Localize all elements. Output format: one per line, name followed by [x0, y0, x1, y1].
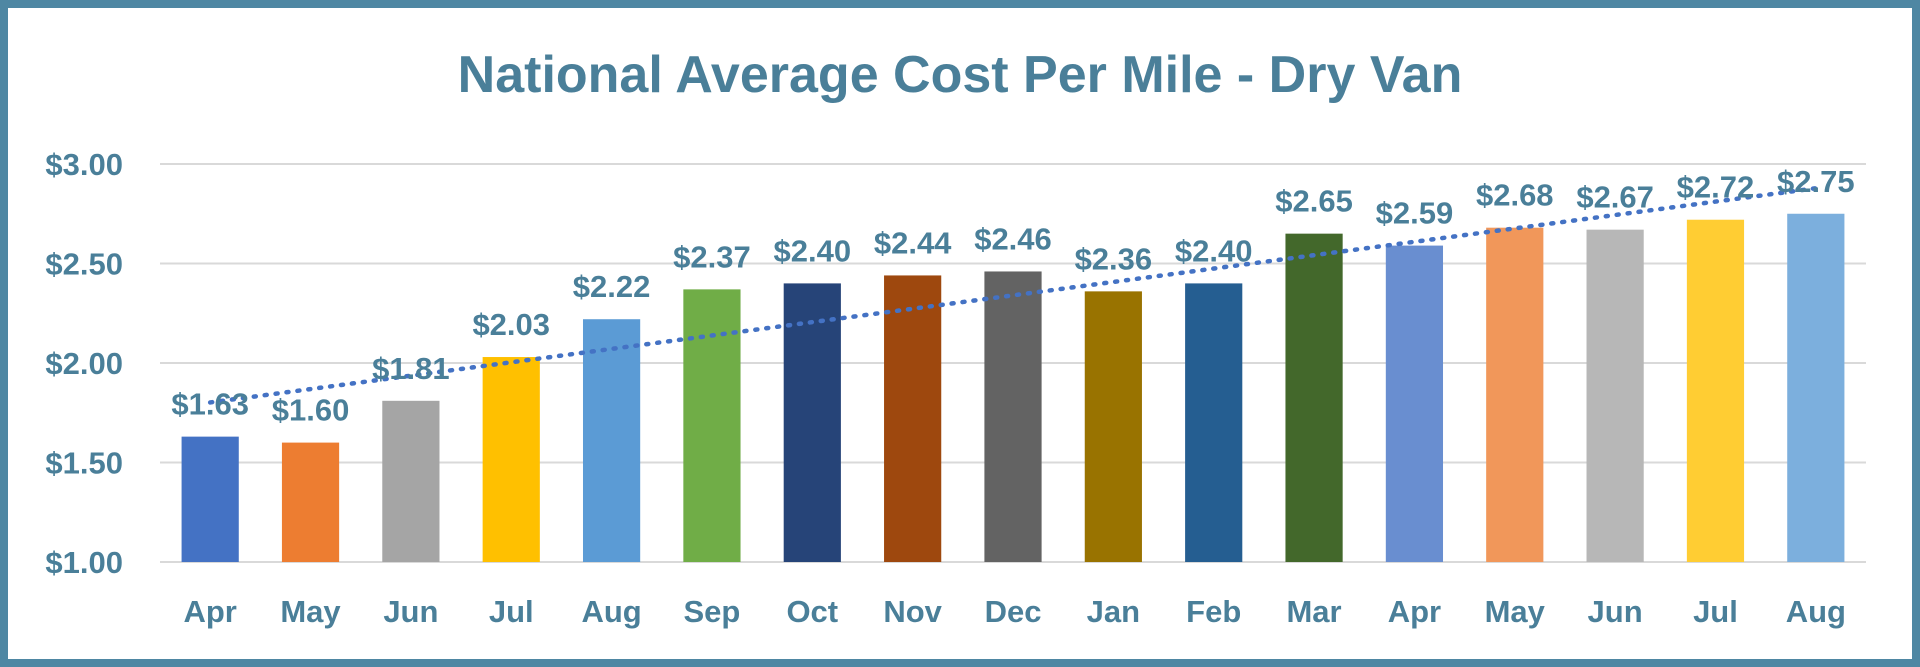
- x-tick-label: Dec: [985, 594, 1042, 629]
- bar: [181, 436, 239, 562]
- data-labels: $1.63 $1.60 $1.81 $2.03 $2.22 $2.37 $2.40 $2.44…: [171, 164, 1854, 428]
- data-label: $1.81: [372, 351, 450, 386]
- data-label: $2.03: [472, 307, 550, 342]
- x-tick-label: Aug: [1786, 594, 1846, 629]
- data-label: $2.37: [673, 239, 751, 274]
- bar: [683, 289, 741, 562]
- x-tick-label: Mar: [1286, 594, 1341, 629]
- chart-title: National Average Cost Per Mile - Dry Van: [458, 46, 1463, 104]
- bar: [1586, 229, 1644, 563]
- bar: [482, 357, 540, 562]
- x-axis-ticks: Apr May Jun Jul Aug Sep Oct Nov Dec Jan Feb Mar Apr M…: [183, 594, 1845, 629]
- bar: [1787, 213, 1845, 562]
- x-tick-label: Jan: [1087, 594, 1140, 629]
- data-label: $2.72: [1677, 170, 1755, 205]
- data-label: $2.36: [1075, 241, 1153, 276]
- x-tick-label: Feb: [1186, 594, 1241, 629]
- y-tick-label: $1.50: [45, 446, 123, 481]
- x-tick-label: Apr: [183, 594, 236, 629]
- x-tick-label: Nov: [883, 594, 942, 629]
- bar: [984, 271, 1042, 562]
- bar: [281, 442, 340, 562]
- data-label: $2.44: [874, 225, 952, 260]
- x-tick-label: May: [1485, 594, 1546, 629]
- data-label: $2.68: [1476, 178, 1554, 213]
- data-label: $2.40: [774, 233, 852, 268]
- x-tick-label: Jun: [1588, 594, 1643, 629]
- y-tick-label: $2.00: [45, 346, 123, 381]
- y-tick-label: $1.00: [45, 545, 123, 580]
- x-tick-label: Jun: [383, 594, 438, 629]
- bar: [1285, 233, 1343, 562]
- data-label: $2.67: [1576, 180, 1654, 215]
- data-label: $2.59: [1376, 196, 1454, 231]
- bars: [181, 213, 1845, 563]
- bar: [1084, 291, 1142, 562]
- x-tick-label: Jul: [1693, 594, 1738, 629]
- bar: [1686, 219, 1745, 562]
- bar: [582, 319, 641, 562]
- x-tick-label: Jul: [489, 594, 534, 629]
- bar: [382, 400, 440, 562]
- y-tick-label: $2.50: [45, 247, 123, 282]
- x-tick-label: May: [280, 594, 341, 629]
- data-label: $2.75: [1777, 164, 1855, 199]
- data-label: $1.63: [171, 387, 249, 422]
- data-label: $2.46: [974, 221, 1052, 256]
- bar: [884, 275, 942, 562]
- data-label: $2.40: [1175, 233, 1253, 268]
- x-tick-label: Sep: [684, 594, 741, 629]
- y-tick-label: $3.00: [45, 147, 123, 182]
- data-label: $2.65: [1275, 184, 1353, 219]
- bar: [1185, 283, 1243, 562]
- bar: [783, 283, 841, 562]
- data-label: $1.60: [272, 393, 350, 428]
- x-tick-label: Aug: [581, 594, 641, 629]
- bar: [1486, 227, 1544, 562]
- bar: [1385, 245, 1444, 562]
- x-tick-label: Oct: [786, 594, 838, 629]
- x-tick-label: Apr: [1388, 594, 1441, 629]
- data-label: $2.22: [573, 269, 651, 304]
- y-axis-ticks: $1.00 $1.50 $2.00 $2.50 $3.00: [45, 147, 123, 580]
